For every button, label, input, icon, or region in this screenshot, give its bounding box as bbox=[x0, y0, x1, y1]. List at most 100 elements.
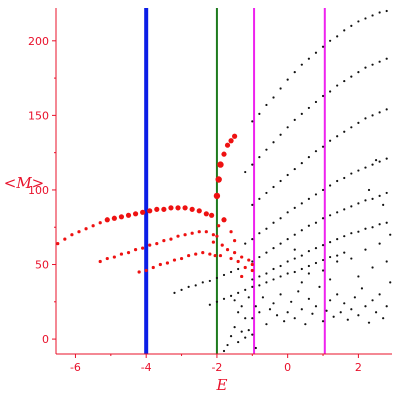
black-point-167 bbox=[304, 323, 307, 326]
red-point-76 bbox=[240, 274, 244, 279]
black-point-207 bbox=[293, 248, 296, 251]
black-point-194 bbox=[240, 305, 243, 308]
y-tick-label-4: 200 bbox=[28, 35, 49, 48]
y-axis-title: <M> bbox=[4, 174, 45, 192]
black-point-32 bbox=[329, 90, 332, 93]
black-point-61 bbox=[244, 242, 247, 245]
black-point-131 bbox=[237, 267, 240, 271]
red-point-31 bbox=[155, 242, 159, 246]
red-point-21 bbox=[203, 211, 209, 217]
black-point-100 bbox=[378, 194, 381, 198]
black-point-113 bbox=[329, 241, 332, 244]
black-point-66 bbox=[279, 217, 282, 220]
red-point-48 bbox=[187, 253, 191, 258]
black-point-120 bbox=[378, 223, 381, 226]
black-point-174 bbox=[329, 299, 332, 302]
red-point-67 bbox=[233, 250, 237, 255]
black-point-139 bbox=[258, 284, 261, 287]
red-point-18 bbox=[182, 205, 188, 211]
black-point-80 bbox=[378, 160, 381, 163]
red-point-0 bbox=[56, 242, 60, 246]
black-point-20 bbox=[244, 170, 247, 174]
red-point-64 bbox=[211, 240, 215, 244]
axes bbox=[55, 8, 392, 355]
black-point-56 bbox=[357, 121, 360, 124]
red-point-71 bbox=[218, 253, 223, 258]
black-point-37 bbox=[364, 66, 367, 69]
black-point-74 bbox=[336, 179, 339, 183]
black-point-26 bbox=[286, 126, 289, 129]
black-point-62 bbox=[251, 238, 254, 241]
red-point-74 bbox=[243, 265, 247, 270]
black-point-101 bbox=[385, 191, 388, 195]
black-point-111 bbox=[314, 247, 318, 250]
black-point-171 bbox=[318, 285, 321, 288]
black-point-92 bbox=[321, 217, 325, 220]
red-point-63 bbox=[233, 239, 237, 243]
black-point-211 bbox=[350, 257, 353, 260]
black-point-108 bbox=[293, 257, 296, 260]
black-point-117 bbox=[357, 230, 360, 233]
black-point-5 bbox=[286, 78, 289, 81]
black-point-204 bbox=[254, 346, 257, 350]
black-point-206 bbox=[222, 349, 226, 353]
black-point-222 bbox=[389, 233, 392, 236]
black-point-170 bbox=[314, 305, 318, 308]
black-point-184 bbox=[364, 305, 367, 308]
black-point-33 bbox=[336, 84, 339, 87]
black-point-143 bbox=[286, 272, 289, 275]
black-point-136 bbox=[237, 291, 240, 294]
vertical-reference-lines bbox=[144, 8, 326, 354]
red-point-46 bbox=[172, 258, 177, 262]
black-point-156 bbox=[265, 323, 268, 326]
red-point-36 bbox=[190, 231, 194, 235]
black-point-103 bbox=[258, 275, 261, 278]
black-point-202 bbox=[237, 340, 240, 344]
red-point-39 bbox=[211, 233, 215, 237]
red-point-26 bbox=[119, 252, 124, 256]
black-point-44 bbox=[272, 185, 275, 189]
black-point-200 bbox=[247, 329, 250, 332]
black-point-157 bbox=[268, 308, 272, 311]
black-point-28 bbox=[300, 112, 303, 115]
black-point-172 bbox=[321, 320, 325, 323]
black-point-179 bbox=[346, 318, 349, 321]
red-point-27 bbox=[126, 250, 131, 255]
black-point-152 bbox=[251, 317, 254, 320]
black-point-195 bbox=[244, 317, 247, 320]
red-point-40 bbox=[215, 234, 219, 238]
black-point-14 bbox=[350, 24, 353, 27]
black-point-35 bbox=[350, 75, 353, 78]
black-point-199 bbox=[229, 335, 233, 338]
black-point-137 bbox=[244, 288, 247, 291]
black-point-201 bbox=[226, 343, 229, 347]
red-point-65 bbox=[220, 243, 224, 247]
black-point-106 bbox=[279, 264, 282, 268]
black-point-189 bbox=[382, 317, 385, 320]
red-point-20 bbox=[196, 208, 202, 214]
black-point-145 bbox=[300, 267, 303, 271]
red-point-16 bbox=[168, 205, 174, 211]
black-point-9 bbox=[314, 51, 318, 54]
red-point-42 bbox=[144, 268, 148, 273]
black-point-146 bbox=[307, 264, 310, 268]
black-point-91 bbox=[314, 221, 318, 224]
black-point-53 bbox=[336, 135, 339, 138]
red-point-62 bbox=[229, 230, 233, 234]
red-point-22 bbox=[209, 212, 215, 218]
black-point-27 bbox=[293, 118, 296, 121]
black-point-7 bbox=[300, 63, 303, 66]
black-point-64 bbox=[265, 227, 268, 230]
black-point-209 bbox=[321, 269, 325, 272]
black-point-41 bbox=[251, 203, 254, 206]
black-point-196 bbox=[247, 296, 250, 299]
black-point-98 bbox=[364, 199, 367, 202]
black-point-118 bbox=[364, 227, 367, 230]
black-point-133 bbox=[215, 300, 219, 303]
red-point-25 bbox=[112, 255, 116, 259]
red-point-17 bbox=[175, 205, 181, 211]
black-point-161 bbox=[283, 320, 286, 323]
black-point-58 bbox=[371, 114, 374, 117]
black-point-177 bbox=[339, 311, 342, 314]
black-point-97 bbox=[357, 202, 360, 205]
